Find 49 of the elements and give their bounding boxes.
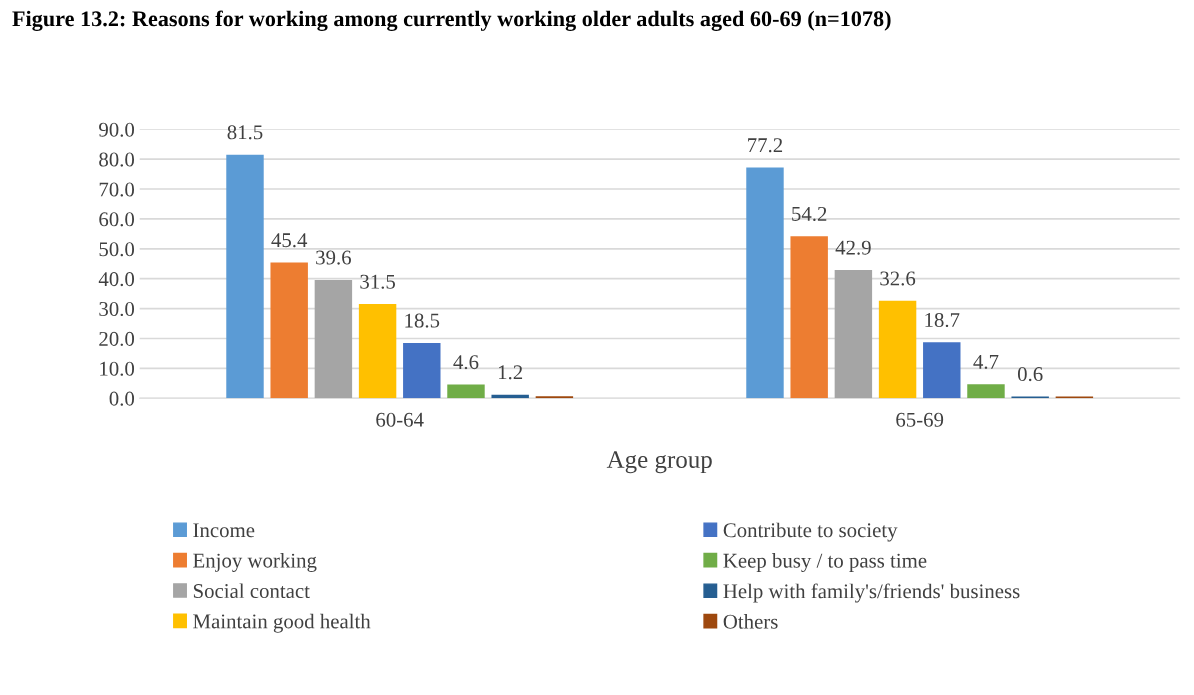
data-label: 4.7 [973,354,999,369]
x-tick-label: 60-64 [376,412,424,427]
bar [403,342,441,399]
y-tick-label: 0.0 [109,391,135,406]
bar [358,304,397,399]
chart-title: Figure 13.2: Reasons for working among currently working older adults aged 60-69 (n=1078) [12,10,891,31]
bar [878,300,917,399]
bar [270,262,308,399]
bar [923,342,961,399]
bar [226,154,264,399]
bar [535,396,574,399]
legend-label: Others [723,614,778,629]
x-axis-title: Age group [606,451,712,474]
legend-label: Keep busy / to pass time [723,553,927,572]
bar [790,236,828,399]
data-label: 32.6 [880,271,916,286]
x-tick-label: 65-69 [896,412,944,427]
y-tick-label: 40.0 [98,272,135,287]
y-tick-label: 70.0 [99,182,135,197]
legend-label: Contribute to society [723,522,898,542]
data-label: 18.5 [405,313,440,328]
y-tick-label: 10.0 [100,361,135,376]
data-label: 77.2 [748,138,783,153]
bar [834,270,873,399]
y-tick-label: 50.0 [99,242,135,257]
bar [447,384,485,399]
y-tick-label: 90.0 [99,122,135,137]
data-label: 1.2 [499,365,523,380]
data-label: 0.6 [1017,367,1043,382]
y-tick-label: 60.0 [99,212,135,227]
data-label: 45.4 [271,233,308,248]
legend-label: Social contact [193,583,310,599]
y-tick-label: 30.0 [99,301,135,317]
data-label: 31.5 [360,274,396,289]
data-label: 42.9 [835,240,871,255]
bar [314,279,353,399]
y-tick-label: 20.0 [99,331,135,346]
legend-label: Help with family's/friends' business [723,583,1020,603]
bar [746,167,784,399]
y-tick-label: 80.0 [99,152,135,167]
data-label: 18.7 [925,312,960,328]
data-label: 39.6 [316,250,351,265]
data-label: 54.2 [792,206,827,222]
legend-label: Enjoy working [193,552,317,572]
legend-label: Maintain good health [193,613,371,633]
legend-label: Income [193,523,255,538]
data-label: 81.5 [227,125,263,140]
data-label: 4.6 [453,355,479,370]
bar [967,384,1005,399]
